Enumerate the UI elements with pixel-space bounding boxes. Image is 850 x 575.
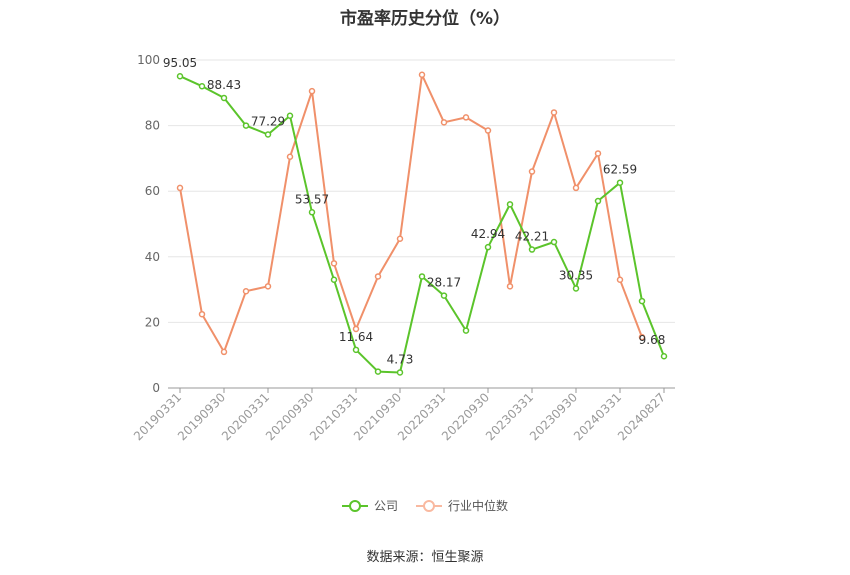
company-point [220,94,228,102]
company-data-label: 77.29 [251,114,285,128]
data-labels: 95.05 88.43 77.29 53.57 11.64 4.73 28.17 42.94 4… [163,56,666,366]
company-data-label: 42.21 [515,230,549,244]
legend-company-swatch-icon [341,499,368,513]
line-chart: 0204060801002019033120190930202003312020… [131,53,675,443]
company-point [506,201,514,208]
industry-point [396,235,404,243]
industry-point [308,87,316,95]
company-data-label: 4.73 [387,352,414,366]
industry-point [506,283,514,290]
company-point [440,292,448,299]
company-point [638,297,646,305]
company-data-label: 28.17 [427,276,461,290]
series-lines [176,71,668,376]
legend-industry-swatch-icon [416,499,442,513]
industry-point [484,127,492,134]
x-tick-label: 20240827 [615,390,668,443]
axes: 0204060801002019033120190930202003312020… [131,53,675,443]
industry-point [550,109,558,116]
company-data-label: 88.43 [207,78,241,92]
company-point [374,368,382,375]
company-point [484,243,492,251]
company-data-label: 42.94 [471,227,505,241]
industry-point [286,153,294,161]
industry-point [264,283,272,290]
industry-point [330,260,338,267]
company-point [264,131,272,138]
y-tick-label: 40 [145,250,160,264]
chart-title: 市盈率历史分位（%） [339,9,511,29]
industry-point [528,168,536,175]
industry-point [440,119,448,126]
industry-point [220,348,228,356]
industry-point [374,273,382,280]
y-tick-label: 0 [152,381,160,395]
industry-point [572,184,580,192]
company-data-label: 30.35 [559,268,593,282]
company-point [528,246,536,253]
industry-point [638,333,646,341]
industry-point [594,150,602,157]
company-data-label: 11.64 [339,330,373,344]
legend-item-company[interactable]: 公司 [341,497,398,514]
industry-point [418,71,426,79]
industry-point [462,114,470,121]
company-point [418,273,426,280]
y-tick-label: 60 [145,184,160,198]
industry-series-line [179,73,643,353]
company-data-label: 62.59 [603,163,637,177]
company-point [352,346,360,354]
company-data-label: 53.57 [295,192,329,206]
industry-point [242,287,250,295]
company-point [550,238,558,246]
company-data-label: 95.05 [163,56,197,70]
company-point [176,72,184,80]
company-point [308,209,316,216]
legend-item-industry-median[interactable]: 行业中位数 [416,497,508,514]
legend-industry-label: 行业中位数 [448,499,509,513]
company-point [660,352,668,360]
company-point [396,369,404,376]
legend-company-label: 公司 [373,499,398,513]
company-point [198,82,206,90]
industry-point [176,184,184,192]
chart-legend: 公司 行业中位数 [0,497,850,514]
industry-point [616,276,624,284]
company-point [242,122,250,129]
grid-lines [168,59,675,323]
company-point [286,112,294,120]
y-tick-label: 80 [145,119,160,133]
company-point [462,327,470,334]
y-tick-label: 20 [145,315,160,329]
company-data-label: 9.68 [639,333,666,347]
company-point [330,276,338,284]
company-point [594,197,602,205]
company-point [572,285,580,292]
industry-point [352,325,360,333]
company-point [616,179,624,186]
data-source-note: 数据来源：恒生聚源 [366,550,484,565]
y-tick-label: 100 [137,53,160,67]
industry-point [198,310,206,318]
